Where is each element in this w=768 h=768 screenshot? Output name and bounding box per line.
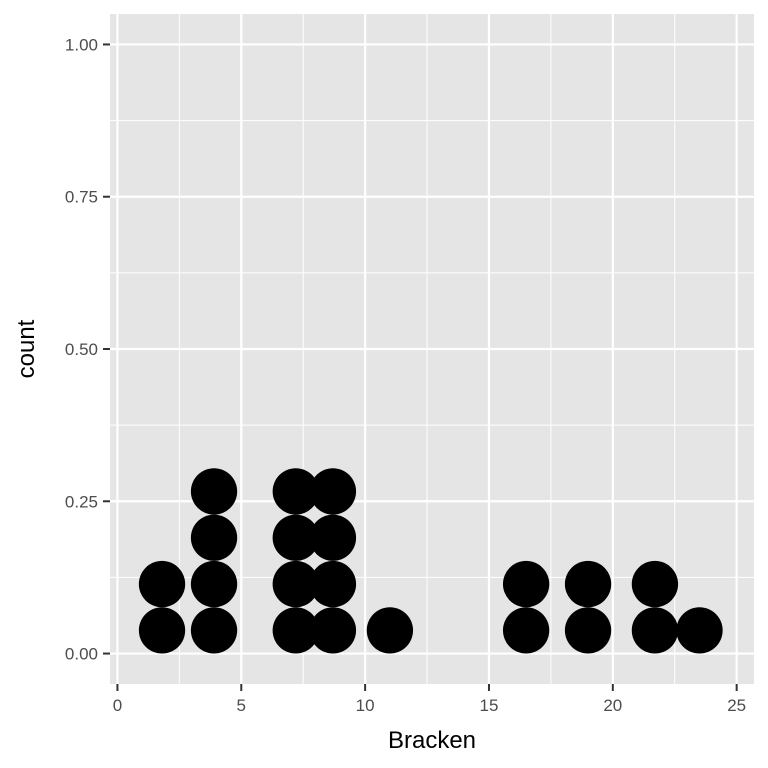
dot: [631, 560, 679, 608]
x-tick-label: 5: [237, 696, 246, 715]
dot: [309, 560, 357, 608]
dot: [564, 560, 612, 608]
dots-layer: [138, 468, 723, 654]
dot: [272, 514, 319, 561]
dot: [631, 607, 679, 654]
dot: [138, 560, 186, 608]
dot: [309, 468, 357, 515]
dot: [190, 607, 238, 654]
dot: [309, 514, 357, 561]
y-tick-label: 0.50: [65, 340, 98, 359]
x-tick-label: 15: [480, 696, 499, 715]
y-tick-label: 1.00: [65, 35, 98, 54]
dot: [502, 560, 550, 608]
x-tick-label: 10: [356, 696, 375, 715]
dot: [564, 607, 612, 654]
x-axis-title: Bracken: [388, 727, 476, 754]
x-axis: 0 5 10 15 20 25: [113, 684, 746, 715]
dot: [190, 514, 238, 561]
y-tick-label: 0.75: [65, 188, 98, 207]
x-tick-label: 25: [727, 696, 746, 715]
dot: [272, 560, 319, 608]
y-tick-label: 0.25: [65, 492, 98, 511]
dot: [272, 468, 319, 515]
dot: [366, 607, 414, 654]
dot: [676, 607, 723, 654]
y-axis-title: count: [13, 319, 40, 378]
dot: [502, 607, 550, 654]
dot: [138, 607, 186, 654]
y-tick-label: 0.00: [65, 645, 98, 664]
dot: [272, 607, 319, 654]
dot: [190, 468, 238, 515]
x-tick-label: 20: [603, 696, 622, 715]
dot: [190, 560, 238, 608]
x-tick-label: 0: [113, 696, 122, 715]
grid-major: [110, 14, 754, 684]
y-axis: 0.00 0.25 0.50 0.75 1.00: [65, 35, 110, 664]
dot: [309, 607, 357, 654]
